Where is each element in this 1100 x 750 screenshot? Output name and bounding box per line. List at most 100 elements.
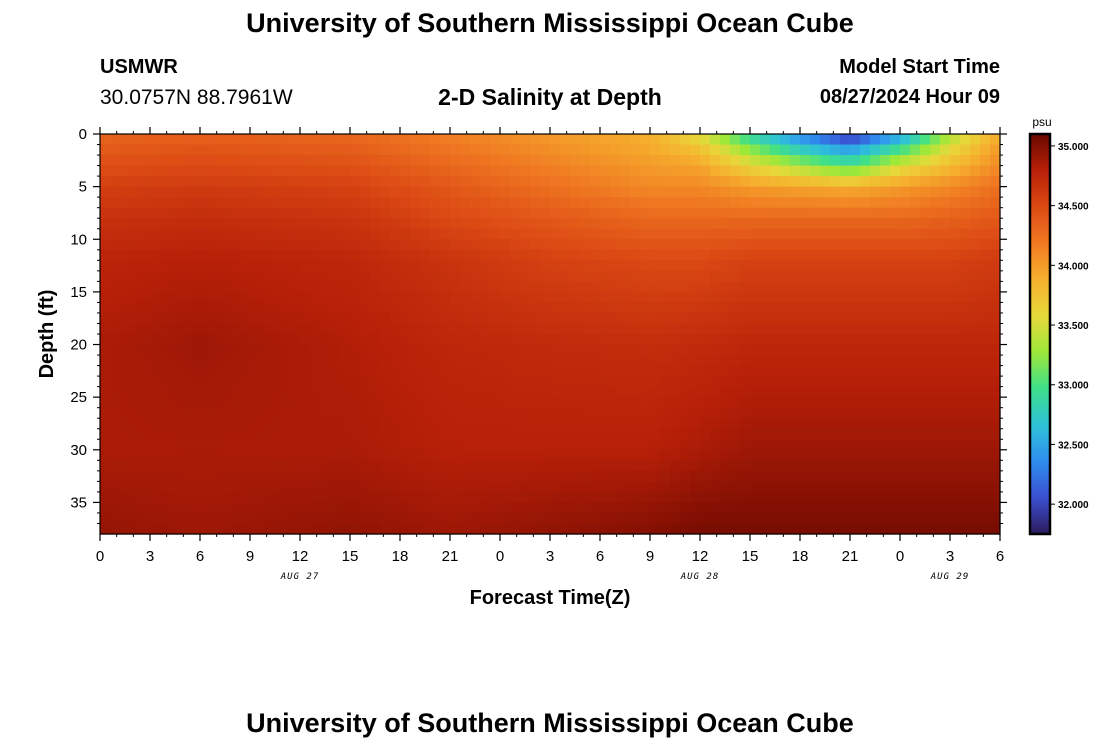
heatmap-cell	[530, 449, 541, 461]
heatmap-cell	[460, 165, 471, 177]
heatmap-cell	[500, 207, 511, 219]
heatmap-cell	[490, 470, 501, 482]
heatmap-cell	[790, 397, 801, 409]
heatmap-cell	[330, 291, 341, 304]
heatmap-cell	[820, 386, 831, 398]
heatmap-cell	[930, 502, 941, 514]
heatmap-cell	[240, 428, 251, 440]
heatmap-cell	[110, 512, 121, 525]
heatmap-cell	[820, 228, 831, 240]
heatmap-cell	[670, 428, 681, 440]
heatmap-cell	[860, 155, 871, 167]
heatmap-cell	[240, 470, 251, 482]
heatmap-cell	[450, 449, 461, 461]
heatmap-cell	[260, 470, 271, 482]
heatmap-cell	[720, 281, 731, 293]
heatmap-cell	[380, 281, 391, 293]
heatmap-cell	[620, 260, 631, 272]
heatmap-cell	[170, 334, 181, 346]
heatmap-cell	[100, 207, 111, 219]
heatmap-cell	[660, 481, 671, 493]
heatmap-cell	[250, 523, 261, 535]
heatmap-cell	[810, 207, 821, 219]
heatmap-cell	[870, 281, 881, 293]
heatmap-cell	[510, 302, 521, 314]
heatmap-cell	[800, 207, 811, 219]
heatmap-cell	[740, 218, 751, 230]
heatmap-cell	[640, 165, 651, 177]
heatmap-cell	[250, 355, 261, 367]
heatmap-cell	[230, 376, 241, 388]
heatmap-cell	[920, 428, 931, 440]
heatmap-cell	[950, 439, 961, 451]
heatmap-cell	[890, 439, 901, 451]
heatmap-cell	[760, 334, 771, 346]
heatmap-cell	[500, 439, 511, 451]
heatmap-cell	[710, 397, 721, 409]
heatmap-cell	[290, 249, 301, 261]
heatmap-cell	[330, 512, 341, 525]
heatmap-cell	[150, 302, 161, 314]
heatmap-cell	[980, 470, 991, 482]
heatmap-cell	[670, 186, 681, 198]
heatmap-cell	[190, 165, 201, 177]
heatmap-cell	[350, 291, 361, 304]
heatmap-cell	[220, 207, 231, 219]
heatmap-cell	[890, 449, 901, 461]
y-tick-label: 0	[79, 126, 87, 143]
heatmap-cell	[700, 344, 711, 356]
heatmap-cell	[930, 481, 941, 493]
heatmap-cell	[630, 512, 641, 525]
heatmap-cell	[930, 197, 941, 209]
heatmap-cell	[950, 134, 961, 146]
heatmap-cell	[270, 281, 281, 293]
heatmap-cell	[400, 249, 411, 261]
heatmap-cell	[190, 512, 201, 525]
heatmap-cell	[600, 428, 611, 440]
heatmap-cell	[560, 449, 571, 461]
heatmap-cell	[760, 176, 771, 188]
heatmap-cell	[690, 470, 701, 482]
heatmap-cell	[890, 502, 901, 514]
heatmap-cell	[690, 386, 701, 398]
heatmap-cell	[630, 239, 641, 251]
heatmap-cell	[980, 228, 991, 240]
heatmap-cell	[140, 218, 151, 230]
heatmap-cell	[170, 491, 181, 504]
heatmap-cell	[910, 512, 921, 525]
heatmap-cell	[520, 470, 531, 482]
heatmap-cell	[850, 144, 861, 156]
heatmap-cell	[100, 218, 111, 230]
heatmap-cell	[430, 449, 441, 461]
heatmap-cell	[220, 491, 231, 504]
heatmap-cell	[700, 512, 711, 525]
heatmap-cell	[460, 334, 471, 346]
heatmap-cell	[770, 134, 781, 146]
heatmap-cell	[890, 165, 901, 177]
heatmap-cell	[860, 376, 871, 388]
heatmap-cell	[650, 470, 661, 482]
heatmap-cell	[520, 407, 531, 419]
colorbar-tick-label: 34.000	[1058, 261, 1089, 272]
heatmap-cell	[950, 218, 961, 230]
heatmap-cell	[210, 491, 221, 504]
y-tick-label: 20	[70, 337, 87, 354]
heatmap-cell	[160, 502, 171, 514]
heatmap-cell	[120, 407, 131, 419]
heatmap-cell	[460, 502, 471, 514]
heatmap-cell	[490, 134, 501, 146]
heatmap-cell	[840, 502, 851, 514]
heatmap-cell	[690, 155, 701, 167]
heatmap-cell	[410, 291, 421, 304]
heatmap-cell	[640, 291, 651, 304]
heatmap-cell	[720, 270, 731, 282]
heatmap-cell	[560, 312, 571, 325]
heatmap-cell	[420, 144, 431, 156]
heatmap-cell	[440, 523, 451, 535]
heatmap-cell	[800, 186, 811, 198]
heatmap-cell	[590, 270, 601, 282]
heatmap-cell	[590, 439, 601, 451]
heatmap-cell	[930, 523, 941, 535]
heatmap-cell	[890, 407, 901, 419]
heatmap-cell	[920, 365, 931, 377]
